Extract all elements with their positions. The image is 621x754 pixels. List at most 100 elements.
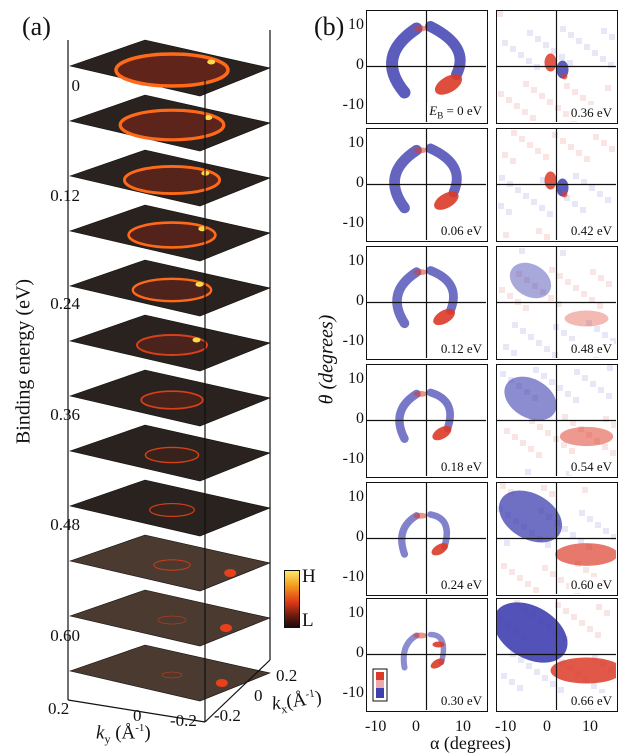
kx-tick-mid: 0 [254, 686, 263, 705]
map-right-2: 0.48 eV [496, 246, 618, 360]
energy-slice-5 [68, 314, 272, 372]
fermi-ring-7 [144, 446, 200, 464]
energy-label-right-1: 0.42 eV [568, 223, 614, 239]
fermi-ring-3 [127, 221, 217, 249]
fermi-ring-8 [149, 503, 195, 517]
map-left-3: 0.18 eV [366, 364, 488, 478]
theta-tick-1-1: 0 [356, 173, 364, 191]
energy-label-right-5: 0.66 eV [568, 693, 614, 709]
energy-label-left-0: EB = 0 eV [427, 103, 484, 121]
fermi-ring-2 [122, 164, 222, 196]
energy-label-right-2: 0.48 eV [568, 341, 614, 357]
energy-label-right-4: 0.60 eV [568, 577, 614, 593]
panel-b-label: (b) [314, 12, 345, 41]
theta-tick-5-0: 10 [348, 604, 364, 621]
theta-tick-2-0: 10 [348, 252, 364, 269]
energy-slice-4 [68, 259, 272, 317]
kx-axis-title: kx(Å-1) [270, 686, 323, 717]
fermi-ring-0 [114, 52, 230, 88]
map-left-0: EB = 0 eV [366, 10, 488, 124]
energy-slice-2 [68, 149, 272, 207]
theta-tick-3-1: 0 [356, 409, 364, 427]
alpha-tick-r2: 0 [543, 718, 551, 735]
base-line-0 [67, 699, 206, 723]
ytick-0: 0 [71, 76, 81, 95]
hotspot-1 [204, 115, 213, 121]
hotspot-3 [198, 226, 207, 232]
energy-label-left-2: 0.12 eV [438, 341, 484, 357]
theta-tick-1-2: -10 [342, 214, 364, 231]
energy-label-right-0: 0.36 eV [568, 105, 614, 121]
hotspot-4 [195, 281, 204, 287]
ky-axis-title: ky (Å-1) [96, 722, 151, 747]
kx-tick-left: -0.2 [214, 706, 241, 725]
energy-slice-6 [68, 369, 272, 427]
kx-tick-right: 0.2 [276, 666, 298, 685]
theta-tick-0-2: -10 [342, 96, 364, 113]
theta-tick-3-0: 10 [348, 370, 364, 387]
fermi-ring-11 [161, 671, 183, 679]
energy-slice-9 [68, 534, 272, 592]
map-right-3: 0.54 eV [496, 364, 618, 478]
theta-tick-2-1: 0 [356, 291, 364, 309]
theta-tick-1-0: 10 [348, 134, 364, 151]
ky-sup: -1 [135, 722, 145, 734]
ytick-3: 0.36 [50, 405, 80, 424]
kx-sup: -1 [304, 687, 316, 701]
energy-slice-0 [68, 39, 272, 97]
ytick-1: 0.12 [50, 186, 80, 205]
fermi-ring-6 [140, 390, 204, 410]
theta-axis-title: θ (degrees) [315, 314, 338, 405]
alpha-tick-l2: 0 [412, 718, 420, 735]
fermi-ring-4 [131, 277, 213, 303]
theta-tick-4-0: 10 [348, 488, 364, 505]
energy-label-left-3: 0.18 eV [438, 459, 484, 475]
map-right-5: 0.66 eV [496, 598, 618, 712]
map-left-4: 0.24 eV [366, 482, 488, 596]
alpha-tick-r1: -10 [495, 718, 517, 735]
ky-unit: (Å [115, 722, 136, 744]
map-left-2: 0.12 eV [366, 246, 488, 360]
stacked-binding-energy-plot [67, 30, 272, 723]
theta-tick-3-2: -10 [342, 450, 364, 467]
ky-sub: y [104, 732, 111, 747]
ytick-4: 0.48 [50, 515, 80, 534]
energy-slice-1 [68, 94, 272, 152]
energy-label-left-1: 0.06 eV [438, 223, 484, 239]
map-right-4: 0.60 eV [496, 482, 618, 596]
theta-tick-0-1: 0 [356, 55, 364, 73]
hotspot-5 [192, 337, 201, 343]
energy-slice-8 [68, 479, 272, 537]
energy-slice-10 [68, 589, 272, 647]
map-left-5: 0.30 eV [366, 598, 488, 712]
map-left-1: 0.06 eV [366, 128, 488, 242]
map-right-1: 0.42 eV [496, 128, 618, 242]
alpha-tick-l1: -10 [365, 718, 387, 735]
theta-tick-4-1: 0 [356, 527, 364, 545]
alpha-tick-l3: 10 [455, 718, 471, 735]
theta-tick-5-1: 0 [356, 643, 364, 661]
fermi-ring-9 [153, 559, 191, 571]
energy-label-left-4: 0.24 eV [438, 577, 484, 593]
ytick-5: 0.60 [50, 626, 80, 645]
ky-symbol: k [96, 722, 105, 744]
ky-tick-mid: 0 [133, 706, 142, 725]
theta-tick-4-2: -10 [342, 568, 364, 585]
energy-slice-3 [68, 204, 272, 262]
theta-tick-0-0: 10 [348, 16, 364, 33]
energy-label-right-3: 0.54 eV [568, 459, 614, 475]
theta-tick-5-2: -10 [342, 684, 364, 701]
energy-slice-7 [68, 424, 272, 482]
alpha-axis-title: α (degrees) [430, 733, 511, 753]
fermi-ring-5 [135, 333, 209, 357]
theta-tick-2-2: -10 [342, 332, 364, 349]
fermi-ring-1 [118, 108, 226, 142]
binding-energy-axis-title-wrap: Binding energy (eV) [4, 260, 44, 460]
alpha-tick-r3: 10 [582, 718, 598, 735]
base-line-1 [204, 659, 271, 723]
colorbar [284, 570, 300, 628]
map-right-0: 0.36 eV [496, 10, 618, 124]
fermi-ring-10 [157, 615, 187, 625]
panel-a-label: (a) [22, 12, 51, 41]
hotspot-0 [207, 59, 216, 65]
